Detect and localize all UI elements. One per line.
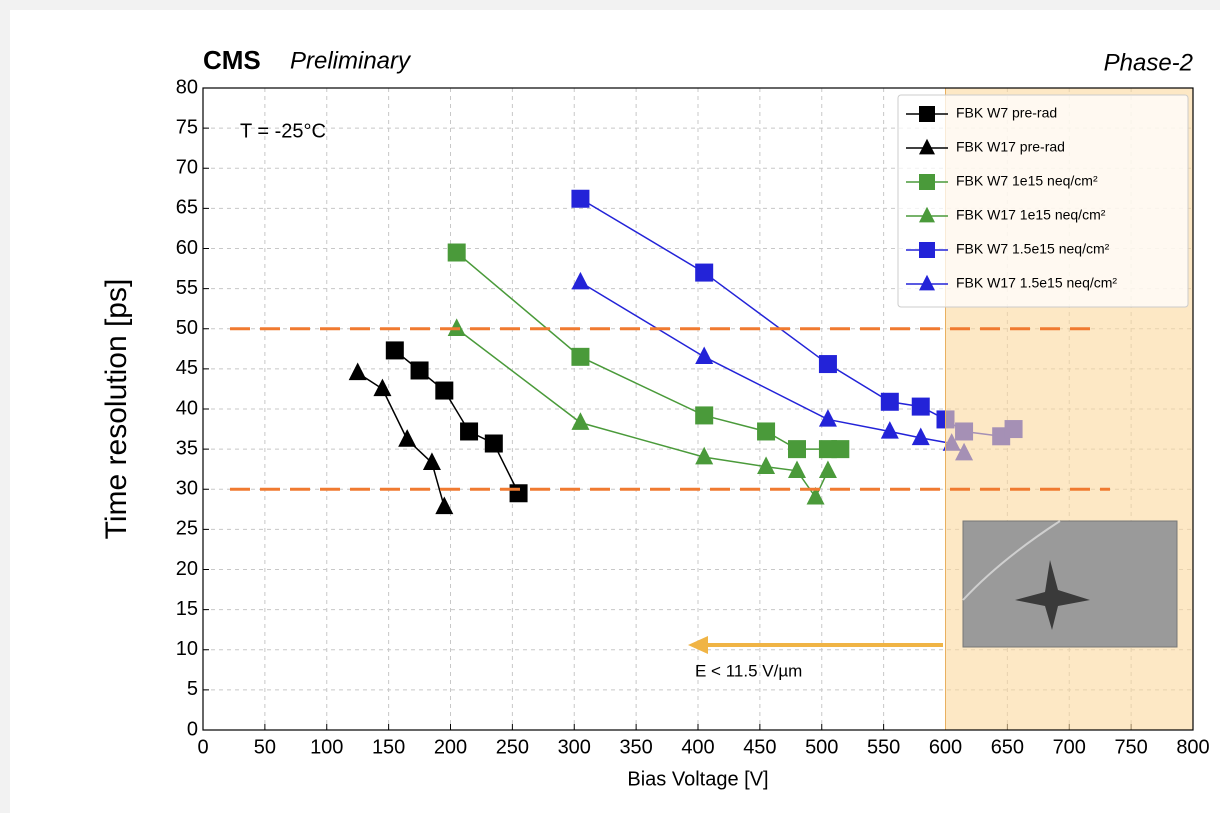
field-note: E < 11.5 V/µm: [695, 661, 802, 680]
legend-box: [897, 94, 1189, 308]
x-tick-label: 600: [929, 736, 962, 758]
legend-label: FBK W17 1e15 neq/cm²: [956, 207, 1106, 223]
marker: [911, 397, 930, 416]
legend-label: FBK W17 1.5e15 neq/cm²: [956, 275, 1117, 291]
marker: [484, 434, 503, 453]
sensor-image-defect: [1015, 560, 1090, 630]
marker: [509, 484, 528, 503]
marker: [818, 355, 837, 374]
x-tick-label: 250: [496, 736, 529, 758]
marker: [880, 392, 899, 411]
x-tick-label: 500: [805, 736, 838, 758]
y-tick-label: 0: [187, 718, 198, 740]
legend-label: FBK W7 1e15 neq/cm²: [956, 173, 1098, 189]
marker: [880, 421, 899, 439]
sensor-image-edge: [962, 520, 1061, 601]
marker: [788, 440, 806, 459]
marker: [398, 429, 417, 447]
chart-title: CMS: [203, 45, 261, 75]
y-tick-label: 25: [176, 518, 198, 540]
x-tick-label: 50: [254, 736, 276, 758]
marker: [571, 271, 590, 290]
marker: [373, 378, 392, 397]
y-tick-label: 80: [176, 76, 198, 98]
x-tick-label: 550: [867, 736, 900, 758]
legend-label: FBK W7 1.5e15 neq/cm²: [956, 241, 1110, 257]
marker: [695, 346, 714, 365]
legend-marker: [919, 274, 935, 291]
marker: [435, 496, 454, 515]
marker: [385, 341, 404, 360]
x-tick-label: 100: [310, 736, 343, 758]
y-tick-label: 5: [187, 678, 198, 700]
y-tick-label: 35: [176, 437, 198, 459]
marker: [410, 361, 429, 380]
marker: [695, 263, 714, 282]
marker: [695, 446, 714, 465]
y-tick-label: 20: [176, 558, 198, 580]
sensor-image: [962, 520, 1178, 648]
y-tick-label: 60: [176, 237, 198, 259]
y-tick-label: 15: [176, 598, 198, 620]
x-tick-label: 200: [434, 736, 467, 758]
y-tick-label: 55: [176, 277, 198, 299]
legend-marker: [919, 106, 935, 122]
marker: [757, 422, 776, 441]
y-tick-label: 40: [176, 397, 198, 419]
x-tick-label: 350: [619, 736, 652, 758]
marker: [911, 427, 930, 446]
x-tick-label: 700: [1053, 736, 1086, 758]
right-title: Phase-2: [1104, 49, 1193, 76]
legend-label: FBK W7 pre-rad: [956, 105, 1057, 121]
x-tick-label: 450: [743, 736, 776, 758]
y-tick-label: 75: [176, 116, 198, 138]
marker: [788, 460, 806, 478]
legend-marker: [919, 174, 935, 190]
legend-marker: [919, 206, 935, 223]
legend-label: FBK W17 pre-rad: [956, 139, 1065, 155]
marker: [435, 381, 454, 400]
y-tick-label: 50: [176, 317, 198, 339]
x-tick-label: 0: [197, 736, 208, 758]
marker: [460, 422, 479, 441]
marker: [447, 318, 466, 336]
marker: [806, 486, 825, 505]
marker: [571, 412, 590, 430]
field-arrow-head: [688, 636, 708, 654]
marker: [695, 406, 714, 425]
chart-subtitle: Preliminary: [290, 47, 412, 74]
temperature-note: T = -25°C: [240, 120, 326, 142]
marker: [818, 460, 837, 478]
x-axis-label: Bias Voltage [V]: [627, 768, 768, 790]
plot-frame: [202, 87, 1194, 731]
y-tick-label: 45: [176, 357, 198, 379]
legend-marker: [919, 242, 935, 258]
marker: [818, 409, 837, 427]
x-tick-label: 800: [1176, 736, 1209, 758]
x-tick-label: 400: [681, 736, 714, 758]
x-tick-label: 150: [372, 736, 405, 758]
marker: [422, 452, 441, 470]
marker: [348, 362, 367, 381]
marker: [831, 440, 850, 459]
legend: FBK W7 pre-rad FBK W17 pre-rad FBK W7 1e15…: [897, 94, 1189, 308]
y-tick-label: 65: [176, 197, 198, 219]
marker: [447, 243, 466, 262]
y-tick-label: 70: [176, 157, 198, 179]
y-tick-label: 30: [176, 478, 198, 500]
marker: [571, 347, 590, 366]
x-tick-label: 750: [1114, 736, 1147, 758]
x-tick-label: 650: [991, 736, 1024, 758]
marker: [757, 456, 776, 474]
x-tick-label: 300: [558, 736, 591, 758]
marker: [571, 189, 590, 208]
y-axis-label: Time resolution [ps]: [100, 279, 133, 540]
y-tick-label: 10: [176, 638, 198, 660]
legend-marker: [919, 138, 935, 155]
